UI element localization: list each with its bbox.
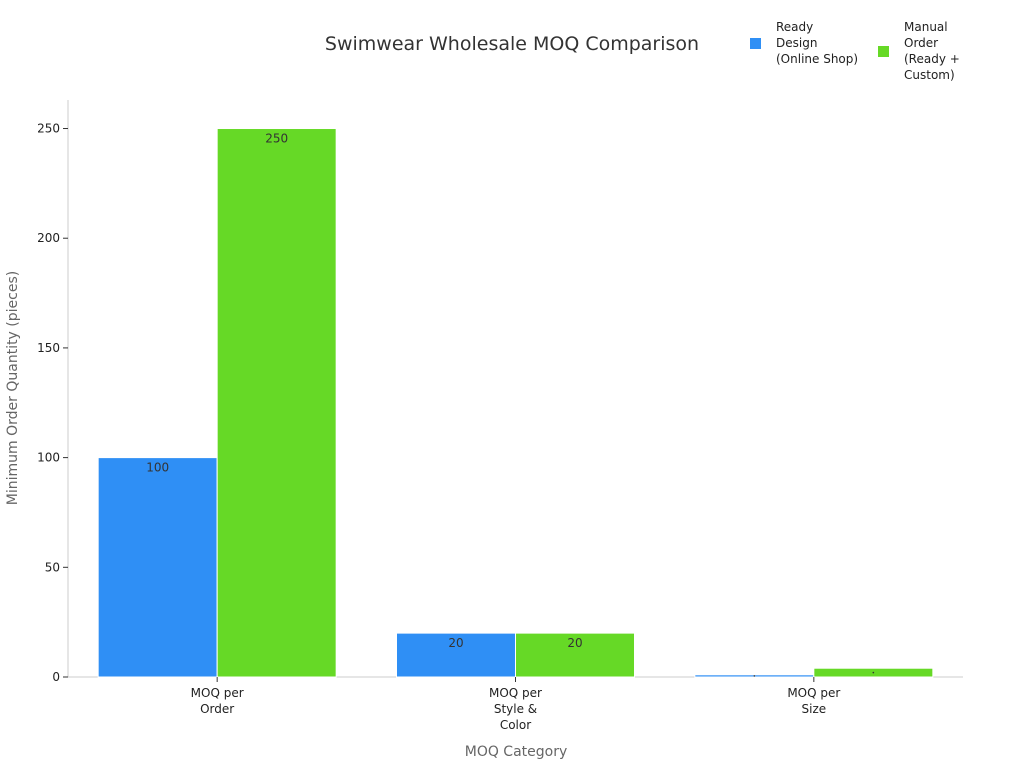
y-tick-label: 100 — [37, 451, 60, 465]
bar[interactable] — [97, 457, 218, 678]
y-tick-label: 0 — [52, 670, 60, 684]
data-label: 20 — [448, 636, 463, 650]
bar[interactable] — [515, 632, 635, 678]
x-tick-label: MOQ per Order — [191, 686, 244, 716]
y-tick-label: 50 — [45, 560, 60, 574]
legend-swatch — [878, 46, 889, 57]
legend-label: Manual Order (Ready + Custom) — [904, 20, 960, 82]
y-tick-label: 250 — [37, 122, 60, 136]
data-label: 20 — [567, 636, 582, 650]
legend-label: Ready Design (Online Shop) — [776, 20, 858, 66]
legend: Ready Design (Online Shop) Manual Order (Read… — [750, 20, 960, 82]
data-label: 100 — [146, 461, 169, 475]
y-axis-label: Minimum Order Quantity (pieces) — [5, 271, 21, 505]
x-tick-label: MOQ per Size — [787, 686, 840, 716]
x-tick-label: MOQ per Style & Color — [489, 686, 542, 732]
data-label: 250 — [265, 132, 288, 146]
y-tick-label: 150 — [37, 341, 60, 355]
bar[interactable] — [216, 128, 337, 678]
plot-area: 0 50 100 150 200 250 100 250 MOQ per Order 20 20 MOQ… — [37, 100, 963, 732]
chart-title: Swimwear Wholesale MOQ Comparison — [325, 33, 699, 55]
y-tick-label: 200 — [37, 231, 60, 245]
data-label-dot — [872, 671, 875, 674]
x-axis-label: MOQ Category — [465, 744, 568, 760]
data-label-dot — [753, 675, 756, 677]
legend-swatch — [750, 38, 761, 49]
